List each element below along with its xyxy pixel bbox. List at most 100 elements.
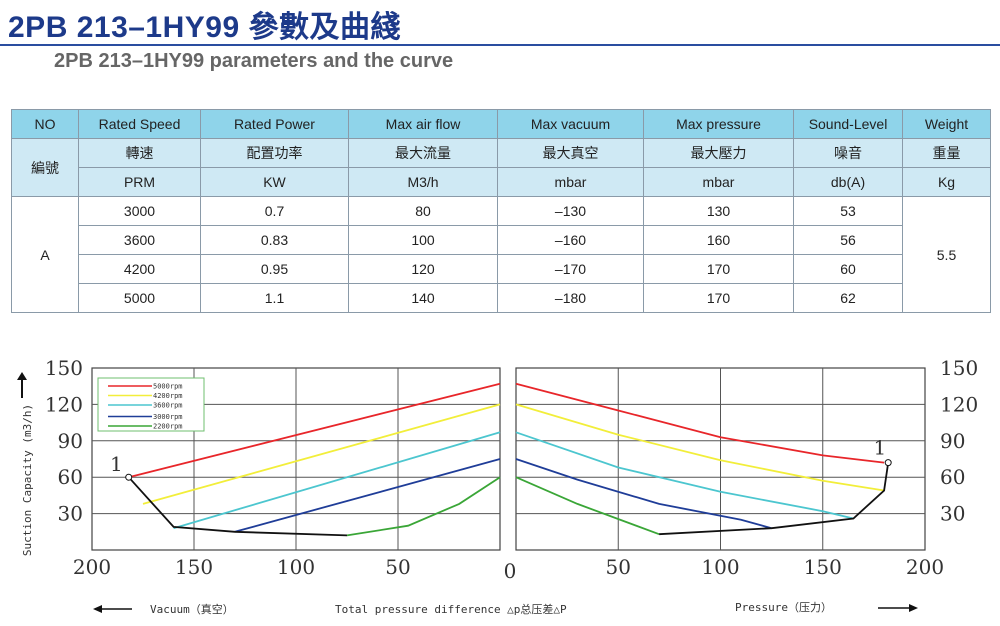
y-tick-label: 150 — [45, 356, 83, 380]
legend-entry: 5000rpm — [153, 383, 183, 391]
unit-power: KW — [200, 167, 349, 197]
ticks-layer: 150 150 120 120 90 90 60 60 30 30 200 150 100 50 0 50 10… — [45, 356, 978, 583]
y-tick-label: 30 — [940, 502, 965, 526]
pressure-series-4200rpm — [515, 403, 885, 492]
page-title: 2PB 213–1HY99 參數及曲綫 — [8, 11, 401, 44]
pressure-series-3000rpm — [515, 458, 772, 530]
marker-label: 1 — [873, 436, 886, 460]
pressure-limit-line — [659, 462, 890, 536]
pressure-label: Pressure（压力） — [735, 601, 832, 614]
x-axis-label: Total pressure difference △p总压差△P — [335, 602, 567, 616]
pressure-series-5000rpm — [515, 382, 885, 464]
cell-flow: 120 — [348, 254, 498, 284]
x-tick-label: 50 — [385, 555, 410, 579]
legend-entry: 4200rpm — [153, 392, 183, 400]
weight-cell: 5.5 — [902, 196, 991, 313]
legend-entry: 3000rpm — [153, 413, 183, 421]
cell-speed: 3000 — [78, 196, 201, 226]
model-cell: A — [11, 196, 79, 313]
cell-speed: 5000 — [78, 283, 201, 313]
table-row: A 3000 0.7 80 –130 130 53 5.5 — [11, 196, 991, 313]
header-no: NO — [11, 109, 79, 139]
header-max-pressure: Max pressure — [643, 109, 794, 139]
x-tick-label: 100 — [277, 555, 315, 579]
vacuum-label: Vacuum（真空） — [150, 602, 234, 616]
y-tick-label: 90 — [58, 429, 83, 453]
x-tick-label: 0 — [504, 559, 517, 583]
vacuum-limit-line — [128, 476, 348, 537]
legend-entry: 3600rpm — [153, 402, 183, 410]
header-weight: Weight — [902, 109, 991, 139]
cell-pressure: 170 — [643, 254, 794, 284]
cell-pressure: 170 — [643, 283, 794, 313]
cell-sound: 56 — [793, 225, 903, 255]
y-tick-label: 150 — [940, 356, 978, 380]
marker-label: 1 — [110, 452, 123, 476]
cell-power: 0.83 — [200, 225, 349, 255]
header-max-air-flow: Max air flow — [348, 109, 498, 139]
y-tick-label: 60 — [58, 465, 83, 489]
page-subtitle: 2PB 213–1HY99 parameters and the curve — [54, 50, 454, 72]
cell-power: 1.1 — [200, 283, 349, 313]
header-cn-no: 編號 — [11, 138, 79, 197]
cell-pressure: 130 — [643, 196, 794, 226]
table-row: 5000 1.1 140 –180 170 62 — [12, 283, 991, 313]
vacuum-series-2200rpm — [346, 476, 501, 537]
y-tick-label: 30 — [58, 502, 83, 526]
header-cn-speed: 轉速 — [78, 138, 201, 168]
cell-power: 0.95 — [200, 254, 349, 284]
pressure-grid — [515, 367, 926, 551]
header-row-cn: 編號 轉速 配置功率 最大流量 最大真空 最大壓力 噪音 重量 — [11, 138, 991, 197]
header-cn-vacuum: 最大真空 — [497, 138, 644, 168]
x-tick-label: 150 — [804, 555, 842, 579]
pressure-end-marker — [884, 459, 892, 467]
y-tick-label: 120 — [940, 392, 978, 416]
x-tick-label: 200 — [906, 555, 944, 579]
cell-speed: 3600 — [78, 225, 201, 255]
unit-pressure: mbar — [643, 167, 794, 197]
pressure-arrow-head — [909, 604, 918, 612]
header-cn-weight: 重量 — [902, 138, 991, 168]
parameters-table: NO Rated Speed Rated Power Max air flow … — [11, 109, 991, 313]
vacuum-end-marker — [125, 473, 133, 481]
unit-speed: PRM — [78, 167, 201, 197]
y-tick-label: 120 — [45, 392, 83, 416]
table-row: 4200 0.95 120 –170 170 60 — [12, 254, 991, 284]
x-tick-label: 200 — [73, 555, 111, 579]
x-tick-label: 100 — [701, 555, 739, 579]
vacuum-series-3000rpm — [234, 458, 501, 533]
x-tick-label: 150 — [175, 555, 213, 579]
vacuum-series-5000rpm — [128, 382, 501, 479]
y-axis-label: Suction Capacity (m3/h) — [21, 404, 34, 556]
x-tick-label: 50 — [606, 555, 631, 579]
header-cn-power: 配置功率 — [200, 138, 349, 168]
header-rated-power: Rated Power — [200, 109, 349, 139]
cell-vacuum: –170 — [497, 254, 644, 284]
cell-flow: 140 — [348, 283, 498, 313]
vacuum-arrow-head — [93, 605, 102, 613]
cell-sound: 60 — [793, 254, 903, 284]
header-sound-level: Sound-Level — [793, 109, 903, 139]
unit-weight: Kg — [902, 167, 991, 197]
pressure-series-3600rpm — [515, 431, 854, 520]
title-rule — [0, 44, 1000, 46]
header-cn-flow: 最大流量 — [348, 138, 498, 168]
header-cn-sound: 噪音 — [793, 138, 903, 168]
vacuum-series-3600rpm — [173, 431, 501, 530]
series-layer: 11 — [110, 382, 892, 537]
y-tick-label: 90 — [940, 429, 965, 453]
header-cn-pressure: 最大壓力 — [643, 138, 794, 168]
cell-flow: 80 — [348, 196, 498, 226]
cell-vacuum: –180 — [497, 283, 644, 313]
cell-speed: 4200 — [78, 254, 201, 284]
unit-vacuum: mbar — [497, 167, 644, 197]
cell-sound: 62 — [793, 283, 903, 313]
legend-entry: 2200rpm — [153, 423, 183, 431]
y-axis-arrow-head — [17, 372, 27, 380]
pressure-series-2200rpm — [515, 476, 660, 536]
cell-vacuum: –160 — [497, 225, 644, 255]
vacuum-series-4200rpm — [142, 403, 501, 505]
header-row-en: NO Rated Speed Rated Power Max air flow … — [11, 109, 991, 139]
